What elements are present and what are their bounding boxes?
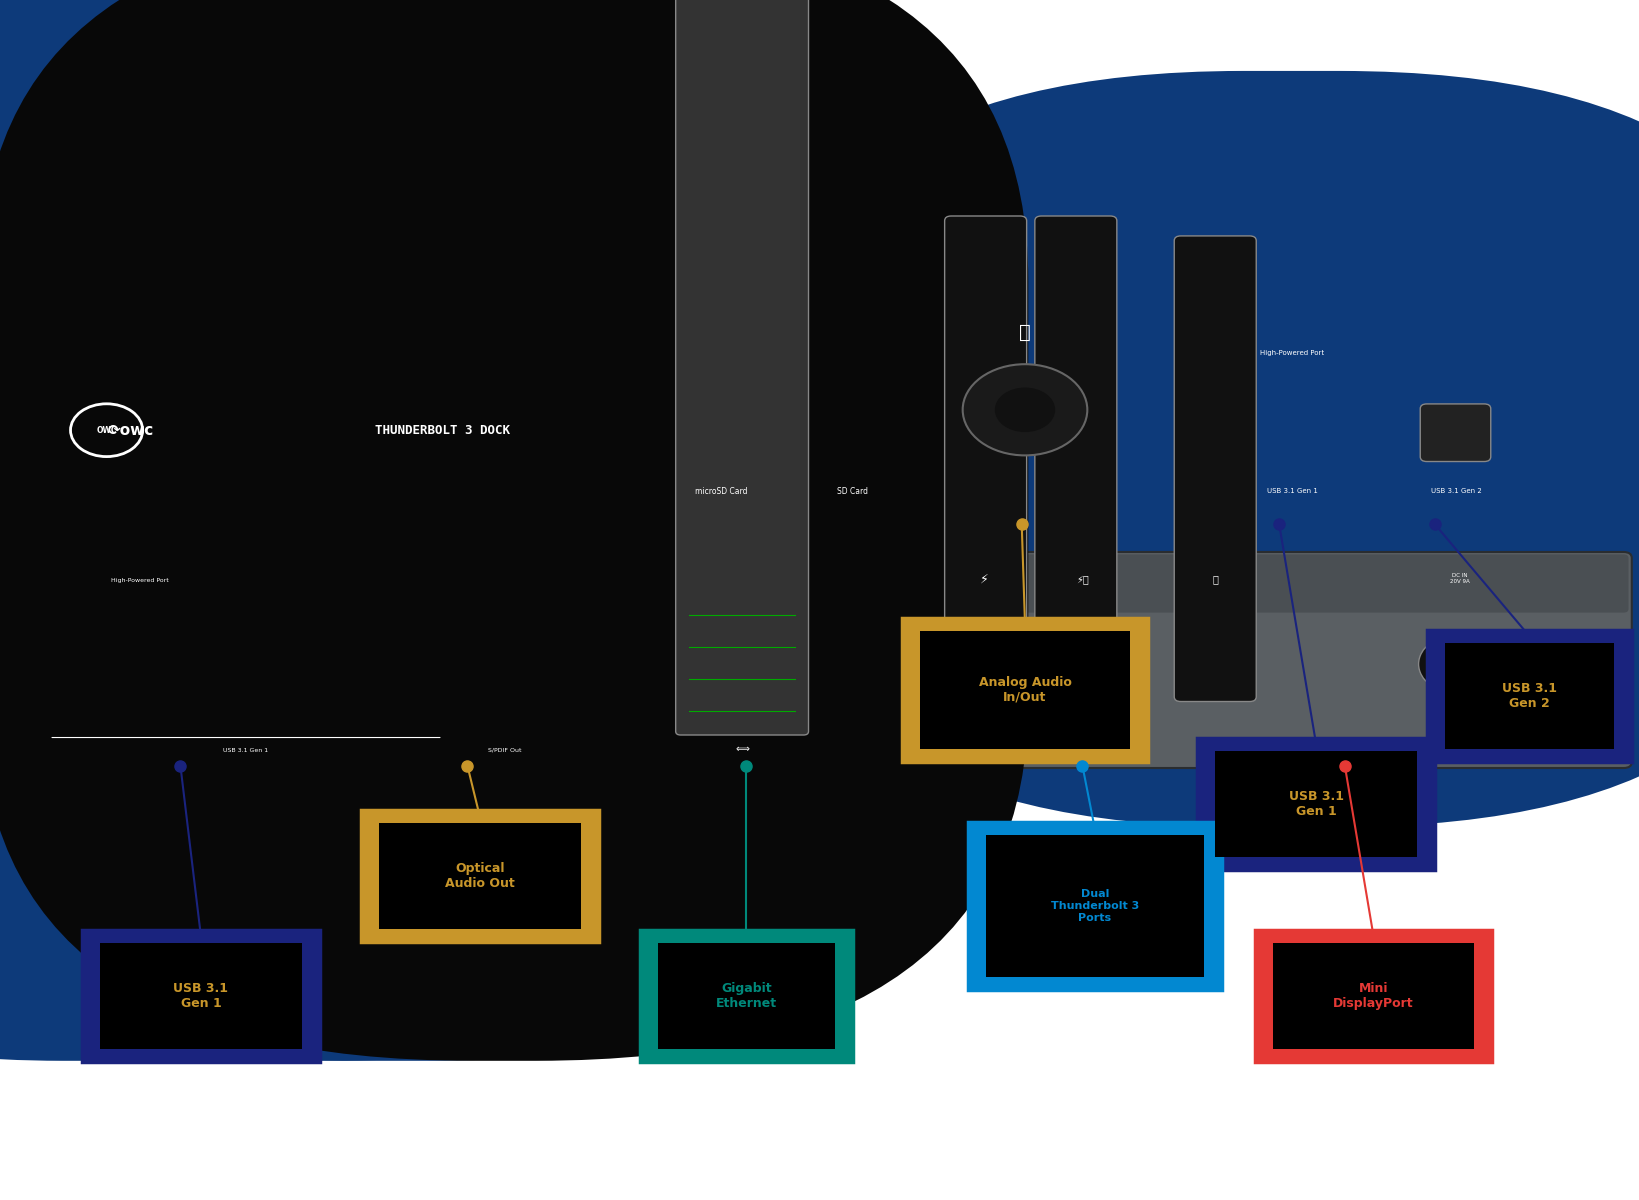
FancyBboxPatch shape [11, 554, 1628, 612]
FancyBboxPatch shape [1233, 407, 1349, 475]
Circle shape [1418, 634, 1500, 694]
FancyBboxPatch shape [1214, 751, 1416, 857]
Text: Mini
DisplayPort: Mini DisplayPort [1333, 982, 1413, 1010]
Text: High-Powered Port: High-Powered Port [110, 578, 169, 583]
Text: ⟳owc: ⟳owc [108, 422, 154, 438]
FancyBboxPatch shape [901, 618, 1147, 762]
FancyBboxPatch shape [1034, 216, 1116, 706]
Text: High-Powered Port: High-Powered Port [1259, 349, 1324, 355]
FancyBboxPatch shape [657, 943, 834, 1049]
Text: USB 3.1
Gen 1: USB 3.1 Gen 1 [1288, 790, 1342, 818]
FancyBboxPatch shape [1174, 236, 1255, 702]
FancyBboxPatch shape [0, 0, 823, 1061]
FancyBboxPatch shape [361, 810, 598, 942]
FancyBboxPatch shape [462, 132, 546, 714]
FancyBboxPatch shape [379, 823, 580, 929]
Text: OWC: OWC [97, 426, 116, 434]
FancyBboxPatch shape [751, 71, 1639, 827]
FancyBboxPatch shape [1444, 643, 1613, 749]
FancyBboxPatch shape [1196, 738, 1434, 870]
FancyBboxPatch shape [985, 835, 1203, 977]
FancyBboxPatch shape [0, 0, 1028, 1061]
FancyBboxPatch shape [675, 0, 808, 734]
FancyBboxPatch shape [82, 930, 320, 1062]
FancyBboxPatch shape [8, 552, 1631, 768]
FancyBboxPatch shape [0, 0, 626, 1061]
FancyBboxPatch shape [151, 132, 243, 714]
FancyBboxPatch shape [0, 0, 921, 1061]
Text: Analog Audio
In/Out: Analog Audio In/Out [978, 676, 1070, 704]
Text: microSD Card: microSD Card [695, 487, 747, 496]
FancyBboxPatch shape [100, 943, 302, 1049]
Text: USB 3.1
Gen 1: USB 3.1 Gen 1 [174, 982, 228, 1010]
FancyBboxPatch shape [944, 216, 1026, 706]
Circle shape [995, 389, 1054, 432]
Text: THUNDERBOLT 3 DOCK: THUNDERBOLT 3 DOCK [375, 424, 510, 437]
FancyBboxPatch shape [683, 404, 759, 454]
FancyBboxPatch shape [782, 409, 890, 464]
FancyBboxPatch shape [967, 822, 1221, 990]
Text: ⟺: ⟺ [736, 744, 749, 754]
FancyBboxPatch shape [52, 132, 144, 714]
Text: 🎧: 🎧 [1018, 323, 1031, 342]
Circle shape [962, 365, 1087, 456]
Text: USB 3.1 Gen 1: USB 3.1 Gen 1 [223, 748, 269, 752]
Text: SD Card: SD Card [838, 487, 867, 496]
FancyBboxPatch shape [1272, 943, 1473, 1049]
Text: USB 3.1 Gen 2: USB 3.1 Gen 2 [1431, 488, 1480, 494]
FancyBboxPatch shape [1419, 404, 1490, 462]
FancyBboxPatch shape [1426, 630, 1631, 762]
Text: Dual
Thunderbolt 3
Ports: Dual Thunderbolt 3 Ports [1051, 889, 1137, 923]
Text: S/PDIF Out: S/PDIF Out [488, 748, 521, 752]
FancyBboxPatch shape [249, 132, 341, 714]
FancyBboxPatch shape [919, 631, 1129, 749]
Text: Gigabit
Ethernet: Gigabit Ethernet [715, 982, 777, 1010]
Text: ⚡🖥: ⚡🖥 [1075, 575, 1088, 584]
Text: USB 3.1
Gen 2: USB 3.1 Gen 2 [1501, 682, 1555, 710]
FancyBboxPatch shape [11, 314, 1628, 373]
Text: ⚡: ⚡ [978, 572, 988, 586]
FancyBboxPatch shape [0, 0, 724, 1061]
Text: ⬜: ⬜ [1211, 575, 1218, 584]
FancyBboxPatch shape [347, 132, 439, 714]
Text: DC IN
20V 9A: DC IN 20V 9A [1449, 572, 1469, 583]
Text: USB 3.1 Gen 1: USB 3.1 Gen 1 [1265, 488, 1318, 494]
FancyBboxPatch shape [1254, 930, 1491, 1062]
Text: Optical
Audio Out: Optical Audio Out [444, 862, 515, 890]
FancyBboxPatch shape [639, 930, 852, 1062]
FancyBboxPatch shape [8, 312, 1631, 528]
